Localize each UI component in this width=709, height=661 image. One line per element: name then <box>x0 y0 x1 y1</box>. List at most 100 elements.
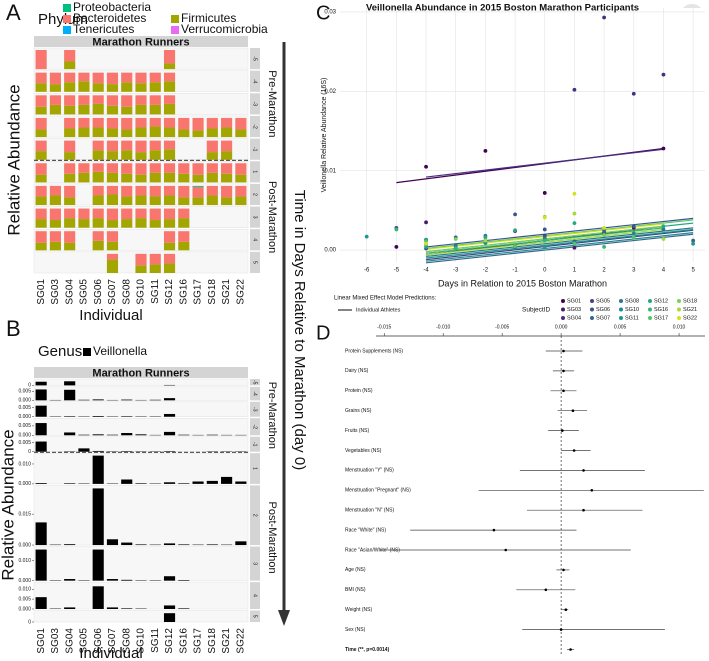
y-axis-label: Veillonella Relative Abundance (16S) <box>321 78 328 193</box>
facet-strip <box>250 436 260 452</box>
plot-area <box>340 8 705 262</box>
bar <box>106 163 119 173</box>
strip <box>34 367 248 378</box>
bar <box>135 174 147 183</box>
y-tick-label: 0.00 <box>324 248 336 254</box>
bar <box>121 82 133 92</box>
bar <box>49 195 61 206</box>
x-tick-label: SG12 <box>164 279 175 305</box>
row-label: Vegetables (NS) <box>345 448 382 454</box>
bar <box>149 185 161 197</box>
point <box>602 15 607 20</box>
facet-panel <box>33 378 249 386</box>
bar <box>92 83 104 92</box>
y-tick-label: 0.015 <box>18 511 31 517</box>
fit-line <box>425 148 664 178</box>
bar <box>35 405 47 417</box>
fit-line <box>425 233 694 264</box>
estimate <box>492 528 496 532</box>
facet-label: 5 <box>252 261 258 264</box>
x-tick-label: SG17 <box>193 628 204 654</box>
y-tick-label: 0.02 <box>324 89 336 95</box>
legend-label: SG12 <box>654 298 668 304</box>
bar <box>206 195 218 206</box>
point <box>542 245 547 249</box>
bar <box>35 50 47 70</box>
x-tick-label: SG01 <box>36 628 47 654</box>
bar <box>163 149 176 160</box>
bar <box>64 173 76 183</box>
y-tick-label: 0.000 <box>18 606 31 612</box>
bar <box>163 398 176 401</box>
point <box>424 241 428 246</box>
bar <box>135 83 147 92</box>
bar <box>92 140 104 151</box>
bar <box>92 163 104 172</box>
facet-strip <box>250 401 260 417</box>
bar <box>178 434 190 436</box>
y-tick-label: 0.010 <box>18 558 31 564</box>
bar <box>64 185 76 198</box>
panel-letter: B <box>6 316 21 341</box>
bar <box>92 127 104 138</box>
bar <box>92 399 104 401</box>
bar <box>121 117 133 130</box>
facet-label: 2 <box>252 193 258 196</box>
bar <box>64 579 76 581</box>
fit-line <box>425 232 694 262</box>
point <box>542 238 547 243</box>
row-label: Sex (NS) <box>345 627 366 633</box>
point <box>542 191 547 195</box>
point <box>572 191 577 196</box>
point <box>631 91 636 96</box>
point <box>602 233 607 237</box>
legend-label: SG22 <box>683 315 697 321</box>
bar <box>178 163 190 174</box>
bar <box>135 95 147 105</box>
bar <box>206 172 218 183</box>
legend-swatch <box>561 307 565 312</box>
bar <box>64 381 76 386</box>
bar <box>135 544 147 546</box>
row-label: Menstruation "Y" (NS) <box>345 468 394 474</box>
estimate <box>559 628 563 631</box>
point <box>572 87 577 92</box>
bar <box>235 163 247 175</box>
bar <box>121 219 133 228</box>
point <box>661 146 666 151</box>
x-tick-label: -0.005 <box>495 324 509 330</box>
bar <box>106 151 119 160</box>
bar <box>163 576 176 581</box>
x-tick-label: SG07 <box>107 628 118 654</box>
bar <box>149 72 161 83</box>
bar <box>64 105 76 115</box>
bar <box>178 117 190 130</box>
bar <box>178 197 190 206</box>
legend-label: SG03 <box>567 307 581 313</box>
x-tick-label: SG16 <box>178 279 189 305</box>
x-axis-label: Individual <box>79 307 142 324</box>
legend-label: Firmicutes <box>181 11 236 25</box>
bar <box>35 106 47 115</box>
bar <box>121 150 133 160</box>
bar <box>64 389 76 401</box>
bar <box>178 173 190 183</box>
legend-swatch <box>648 299 652 303</box>
x-tick-label: SG05 <box>79 628 90 654</box>
bar <box>206 128 218 138</box>
legend-swatch <box>677 299 681 303</box>
point <box>364 234 369 239</box>
point <box>394 245 399 249</box>
x-tick-label: SG03 <box>50 628 61 654</box>
legend-swatch <box>677 316 681 320</box>
facet-label: -5 <box>252 56 258 61</box>
facet-label: 2 <box>252 514 258 517</box>
bar <box>64 72 76 83</box>
x-tick-label: SG11 <box>150 628 161 653</box>
bar <box>163 140 176 150</box>
bar <box>135 218 147 228</box>
facet-label: -1 <box>252 442 258 447</box>
x-tick-label: -0.010 <box>436 324 450 330</box>
bar <box>163 127 176 138</box>
fit-line <box>425 219 694 250</box>
